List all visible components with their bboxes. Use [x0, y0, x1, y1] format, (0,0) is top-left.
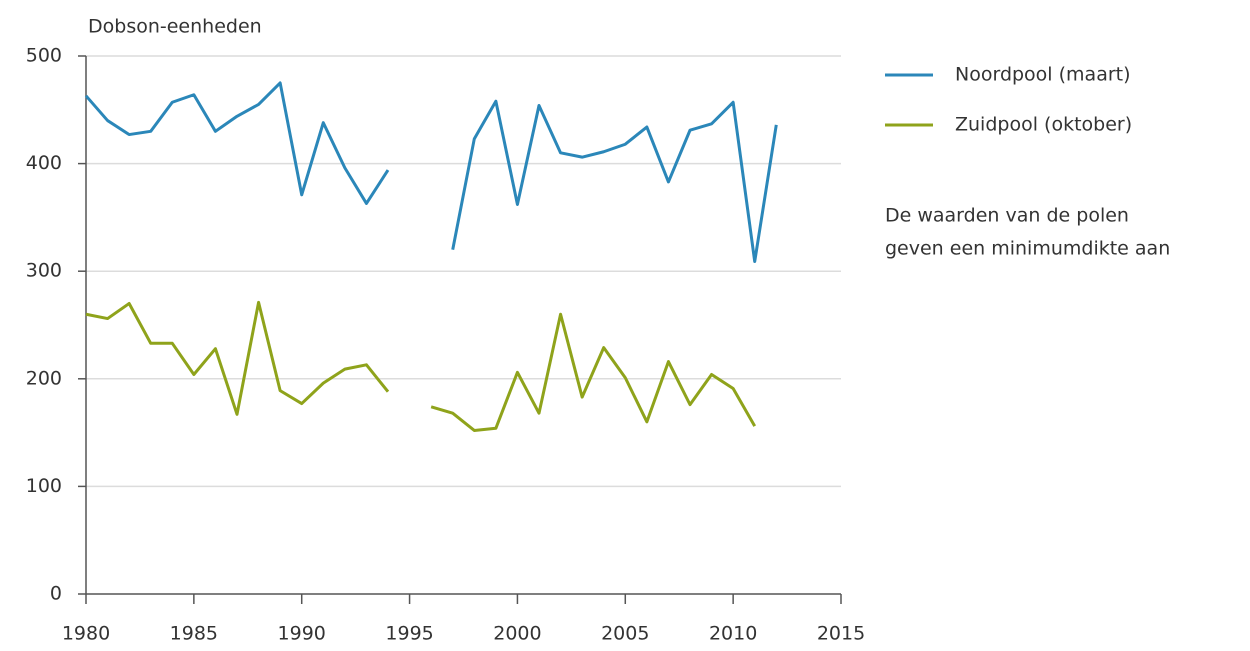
y-tick-label: 300 — [26, 260, 62, 282]
x-tick-label: 1985 — [170, 623, 218, 645]
x-tick-label: 2005 — [601, 623, 649, 645]
y-tick-label: 0 — [50, 583, 62, 605]
legend-label: Zuidpool (oktober) — [955, 114, 1132, 136]
x-tick-label: 2010 — [709, 623, 757, 645]
y-tick-label: 500 — [26, 45, 62, 67]
series-line — [84, 81, 778, 264]
y-tick-label: 100 — [26, 475, 62, 497]
series-line — [85, 300, 757, 432]
annotation: De waarden van de polen — [885, 205, 1129, 227]
legend-label: Noordpool (maart) — [955, 64, 1131, 86]
y-axis-label: Dobson-eenheden — [88, 16, 262, 38]
annotation: geven een minimumdikte aan — [885, 238, 1170, 260]
x-tick-label: 2015 — [817, 623, 865, 645]
y-tick-label: 400 — [26, 152, 62, 174]
x-tick-label: 1980 — [62, 623, 110, 645]
x-tick-label: 2000 — [493, 623, 541, 645]
x-tick-label: 1990 — [278, 623, 326, 645]
x-tick-label: 1995 — [385, 623, 433, 645]
y-tick-label: 200 — [26, 367, 62, 389]
